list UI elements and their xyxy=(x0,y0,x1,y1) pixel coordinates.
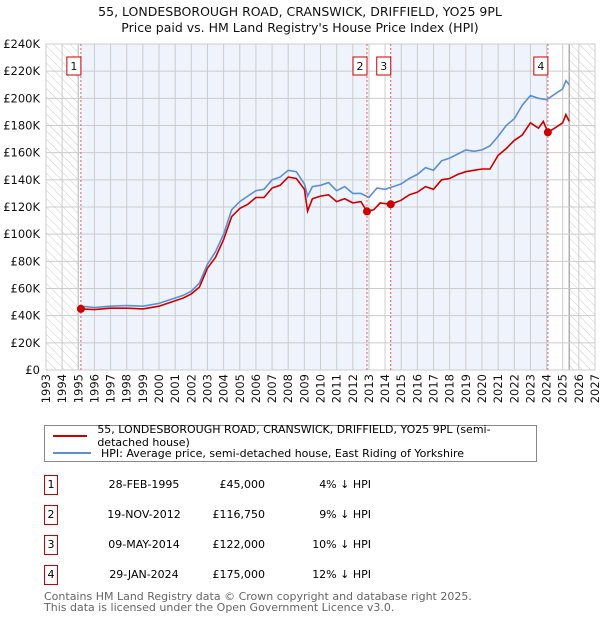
footer-copyright: Contains HM Land Registry data © Crown c… xyxy=(44,590,472,603)
sale-date: 29-JAN-2024 xyxy=(109,568,179,581)
x-tick-label: 2014 xyxy=(378,374,392,403)
y-tick-label: £160K xyxy=(3,146,40,160)
x-tick-label: 2002 xyxy=(184,374,198,403)
x-tick-label: 2026 xyxy=(572,374,586,403)
x-tick-label: 2013 xyxy=(362,374,376,403)
y-tick-label: £60K xyxy=(11,282,41,296)
sale-date: 19-NOV-2012 xyxy=(107,508,181,521)
sale-date: 28-FEB-1995 xyxy=(108,478,180,491)
x-tick-label: 1994 xyxy=(55,374,69,403)
sale-point xyxy=(363,207,372,216)
x-tick-label: 2021 xyxy=(491,374,505,403)
sale-label: 2 xyxy=(357,60,364,73)
blue-line-swatch xyxy=(53,452,91,454)
legend-item-property: 55, LONDESBOROUGH ROAD, CRANSWICK, DRIFF… xyxy=(53,423,536,449)
x-tick-label: 2017 xyxy=(427,374,441,403)
x-tick-label: 2003 xyxy=(200,374,214,403)
table-row: 1 28-FEB-1995 £45,000 4% ↓ HPI xyxy=(44,475,444,495)
x-tick-label: 2016 xyxy=(410,374,424,403)
hpi-line xyxy=(80,79,570,309)
y-tick-label: £40K xyxy=(11,309,41,323)
y-tick-label: £0 xyxy=(25,363,40,377)
x-tick-label: 2009 xyxy=(297,374,311,403)
hpi-difference: 9% ↓ HPI xyxy=(319,508,371,521)
sale-point xyxy=(76,304,85,313)
x-tick-label: 2019 xyxy=(459,374,473,403)
x-tick-label: 2007 xyxy=(265,374,279,403)
x-tick-label: 1995 xyxy=(71,374,85,403)
x-tick-label: 2000 xyxy=(152,374,166,403)
hpi-difference: 10% ↓ HPI xyxy=(312,538,371,551)
y-tick-label: £80K xyxy=(11,254,41,268)
x-tick-label: 2001 xyxy=(168,374,182,403)
y-tick-label: £240K xyxy=(3,37,40,51)
x-tick-label: 2015 xyxy=(394,374,408,403)
sale-price: £175,000 xyxy=(212,568,266,581)
red-line-swatch xyxy=(53,435,88,437)
legend-label-property: 55, LONDESBOROUGH ROAD, CRANSWICK, DRIFF… xyxy=(97,423,491,449)
sale-date: 09-MAY-2014 xyxy=(108,538,180,551)
x-tick-label: 2012 xyxy=(346,374,360,403)
x-tick-label: 2022 xyxy=(507,374,521,403)
sale-label-box xyxy=(533,56,549,76)
price-chart: £0 £20K £40K £60K £80K £100K £120K £140K £160K £1… xyxy=(3,37,600,403)
x-tick-label: 1999 xyxy=(136,374,150,403)
y-tick-label: £100K xyxy=(3,227,40,241)
property-price-line xyxy=(80,112,570,311)
x-tick-label: 2025 xyxy=(556,374,570,403)
x-tick-label: 2018 xyxy=(443,374,457,403)
x-tick-label: 1996 xyxy=(87,374,101,403)
legend-item-hpi: HPI: Average price, semi-detached house,… xyxy=(53,445,464,461)
x-tick-label: 1998 xyxy=(120,374,134,403)
x-tick-label: 1993 xyxy=(39,374,53,403)
x-tick-label: 2004 xyxy=(217,374,231,403)
footer-licence: This data is licensed under the Open Gov… xyxy=(44,601,395,614)
sale-price: £116,750 xyxy=(212,508,266,521)
legend: 55, LONDESBOROUGH ROAD, CRANSWICK, DRIFF… xyxy=(44,423,537,462)
x-tick-label: 2008 xyxy=(281,374,295,403)
sale-number-badge: 1 xyxy=(44,475,58,495)
y-tick-label: £140K xyxy=(3,173,40,187)
x-tick-label: 1997 xyxy=(104,374,118,403)
y-tick-label: £220K xyxy=(3,64,40,78)
sale-number-badge: 3 xyxy=(44,535,58,555)
sale-label: 4 xyxy=(537,60,544,73)
y-tick-label: £180K xyxy=(3,119,40,133)
x-tick-label: 2011 xyxy=(330,374,344,403)
sale-number-badge: 4 xyxy=(44,565,58,585)
sale-label: 3 xyxy=(380,60,387,73)
hpi-difference: 12% ↓ HPI xyxy=(312,568,371,581)
chart-subtitle: Price paid vs. HM Land Registry's House … xyxy=(121,20,479,35)
sale-point xyxy=(386,200,395,209)
legend-label-hpi: HPI: Average price, semi-detached house,… xyxy=(101,446,465,460)
y-tick-label: £20K xyxy=(11,336,41,350)
sale-label: 1 xyxy=(70,60,77,73)
hpi-difference: 4% ↓ HPI xyxy=(319,478,371,491)
table-row: 4 29-JAN-2024 £175,000 12% ↓ HPI xyxy=(44,565,444,585)
x-tick-label: 2027 xyxy=(588,374,600,403)
table-row: 3 09-MAY-2014 £122,000 10% ↓ HPI xyxy=(44,535,444,555)
chart-title: 55, LONDESBOROUGH ROAD, CRANSWICK, DRIFF… xyxy=(98,4,502,19)
plot-border xyxy=(45,43,596,371)
x-tick-label: 2020 xyxy=(475,374,489,403)
x-tick-label: 2005 xyxy=(233,374,247,403)
table-row: 2 19-NOV-2012 £116,750 9% ↓ HPI xyxy=(44,505,444,525)
y-tick-label: £120K xyxy=(3,200,40,214)
sale-point xyxy=(543,128,552,137)
x-tick-label: 2006 xyxy=(249,374,263,403)
sale-label-box xyxy=(66,56,82,76)
sale-price: £122,000 xyxy=(212,538,266,551)
sale-label-box xyxy=(376,56,392,76)
sale-price: £45,000 xyxy=(219,478,266,491)
x-tick-label: 2024 xyxy=(540,374,554,403)
sale-label-box xyxy=(352,56,368,76)
y-tick-label: £200K xyxy=(3,91,40,105)
x-tick-label: 2010 xyxy=(314,374,328,403)
sale-number-badge: 2 xyxy=(44,505,58,525)
x-tick-label: 2023 xyxy=(523,374,537,403)
